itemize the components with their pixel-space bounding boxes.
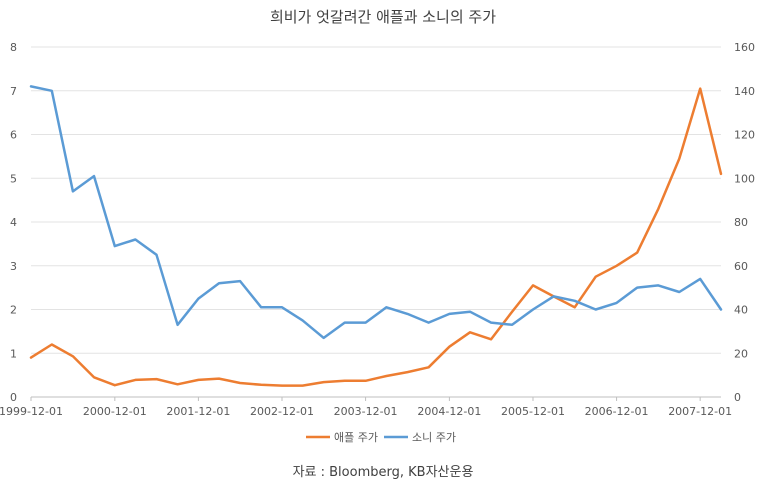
- left-axis-tick-label: 2: [10, 304, 17, 317]
- left-axis-tick-label: 0: [10, 391, 17, 404]
- right-axis-tick-label: 40: [734, 304, 748, 317]
- right-axis-tick-label: 160: [734, 41, 755, 54]
- left-axis-tick-label: 7: [10, 85, 17, 98]
- chart-title: 희비가 엇갈려간 애플과 소니의 주가: [269, 8, 497, 26]
- right-axis-tick-label: 20: [734, 347, 748, 360]
- right-axis-tick-label: 80: [734, 216, 748, 229]
- left-axis-tick-label: 6: [10, 129, 17, 142]
- left-axis-tick-label: 4: [10, 216, 17, 229]
- x-axis-tick-label: 2003-12-01: [334, 405, 398, 418]
- x-axis-tick-label: 2006-12-01: [585, 405, 649, 418]
- x-axis-tick-label: 2001-12-01: [166, 405, 230, 418]
- right-axis-tick-label: 120: [734, 129, 755, 142]
- series-line-apple: [29, 87, 723, 387]
- legend-label: 소니 주가: [412, 431, 456, 444]
- x-axis-tick-label: 2005-12-01: [501, 405, 565, 418]
- x-axis-tick-label: 2000-12-01: [83, 405, 147, 418]
- chart-source: 자료 : Bloomberg, KB자산운용: [292, 465, 474, 480]
- legend-label: 애플 주가: [334, 431, 378, 444]
- left-axis-tick-label: 5: [10, 172, 17, 185]
- right-axis-tick-label: 100: [734, 172, 755, 185]
- x-axis-tick-label: 2007-12-01: [668, 405, 732, 418]
- x-axis-tick-label: 2002-12-01: [250, 405, 314, 418]
- left-axis-tick-label: 8: [10, 41, 17, 54]
- x-axis-tick-label: 1999-12-01: [0, 405, 63, 418]
- right-axis-tick-label: 140: [734, 85, 755, 98]
- x-axis-tick-label: 2004-12-01: [417, 405, 481, 418]
- left-axis-tick-label: 1: [10, 347, 17, 360]
- right-axis-tick-label: 60: [734, 260, 748, 273]
- left-axis-tick-label: 3: [10, 260, 17, 273]
- right-axis-tick-label: 0: [734, 391, 741, 404]
- series-line-sony: [29, 85, 723, 340]
